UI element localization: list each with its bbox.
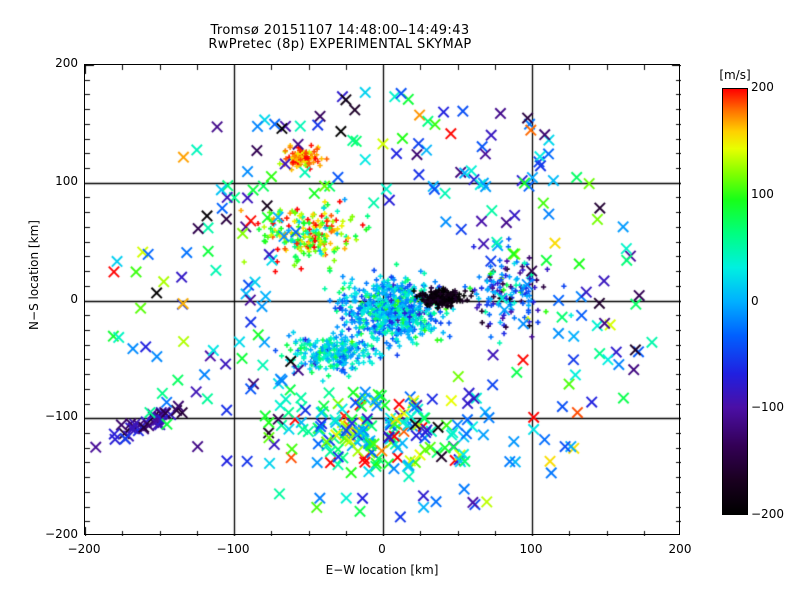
y-tick-label: 200 [55,56,78,70]
title-line-2: RwPretec (8p) EXPERIMENTAL SKYMAP [208,37,472,52]
y-axis-label: N−S location [km] [27,220,41,330]
colorbar-unit-label: [m/s] [719,68,751,82]
colorbar-tick-label: −200 [751,507,784,521]
x-tick-label: 100 [519,542,543,556]
y-tick-label: 0 [70,291,78,306]
y-tick-label: 100 [55,173,78,188]
colorbar-tick-label: 100 [751,186,774,201]
colorbar[interactable] [722,88,748,515]
colorbar-gradient [722,88,748,515]
x-tick-label: 0 [378,542,386,556]
colorbar-tick-label: −100 [751,400,784,415]
x-tick-label: −100 [216,542,250,556]
figure-title: Tromsø 20151107 14:48:00‒14:49:43 RwPret… [0,24,680,52]
title-line-1: Tromsø 20151107 14:48:00‒14:49:43 [210,23,470,38]
scatter-canvas [85,65,681,536]
colorbar-tick-label: 200 [751,80,774,94]
colorbar-tick-label: 0 [751,293,759,308]
y-tick-label: −100 [45,409,78,424]
plot-area[interactable] [84,64,681,536]
x-tick-label: −200 [67,542,101,556]
y-tick-label: −200 [45,527,78,541]
x-axis-label: E−W location [km] [325,563,439,577]
x-tick-label: 200 [668,542,692,556]
